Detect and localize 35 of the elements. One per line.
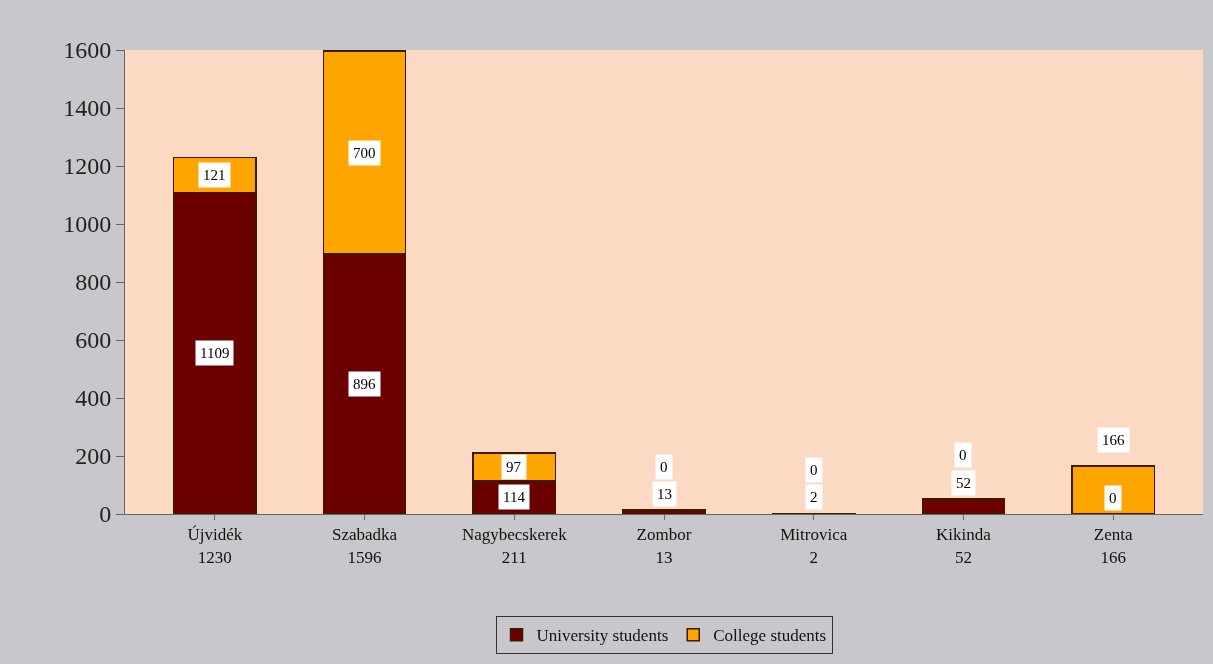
y-tick-label: 1200 <box>63 153 112 180</box>
bar <box>1071 465 1156 514</box>
data-label: 97 <box>506 459 522 475</box>
x-tick-label: Zombor 13 <box>636 525 692 567</box>
y-tick-label: 400 <box>75 385 112 412</box>
y-tick-label: 800 <box>75 269 112 296</box>
data-label: 0 <box>1109 490 1117 506</box>
y-tick-label: 1400 <box>63 95 112 122</box>
bar <box>622 509 706 514</box>
data-label: 700 <box>353 145 376 161</box>
y-tick-label: 1000 <box>63 211 112 238</box>
x-tick-label: Nagybecskerek 211 <box>461 525 568 567</box>
data-label: 114 <box>503 489 526 505</box>
y-tick-label: 0 <box>99 501 112 528</box>
data-label: 166 <box>1102 432 1125 448</box>
data-label: 13 <box>657 486 672 502</box>
data-label: 2 <box>810 489 818 505</box>
legend-label: College students <box>713 626 827 646</box>
y-tick-label: 1600 <box>63 37 112 64</box>
data-label: 0 <box>959 447 967 463</box>
bar <box>921 498 1006 514</box>
y-tick-label: 200 <box>75 443 112 470</box>
x-tick-label: Kikinda 52 <box>936 525 992 567</box>
y-tick-label: 600 <box>75 327 112 354</box>
x-tick-label: Zenta 166 <box>1093 525 1133 567</box>
x-tick-label: Újvidék 1230 <box>187 525 243 567</box>
x-tick-label: Mitrovica 2 <box>780 525 848 567</box>
data-label: 896 <box>353 376 376 392</box>
data-label: 0 <box>660 459 668 475</box>
legend-label: University students <box>536 626 669 646</box>
x-tick-label: Szabadka 1596 <box>331 525 398 567</box>
data-label: 52 <box>956 475 971 491</box>
data-label: 1109 <box>200 345 230 361</box>
data-label: 0 <box>810 462 818 478</box>
data-label: 121 <box>203 167 226 183</box>
